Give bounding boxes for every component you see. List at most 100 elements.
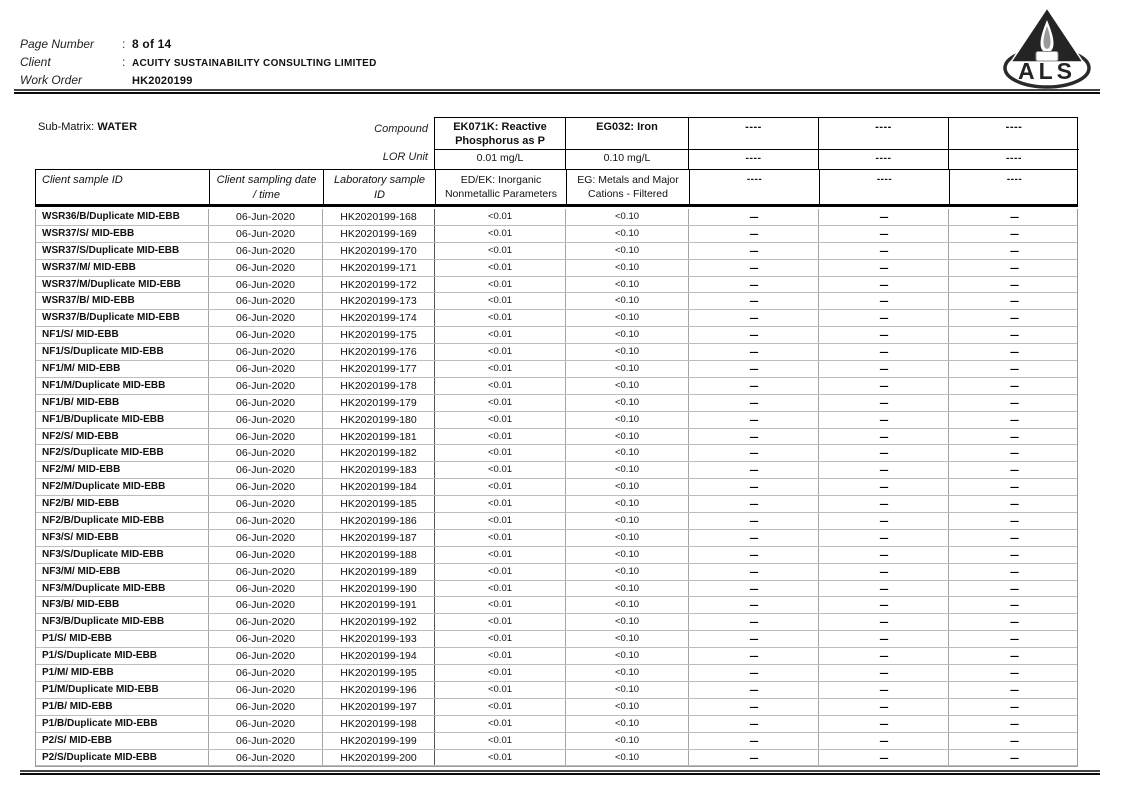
cell-sampling-date: 06-Jun-2020 bbox=[209, 293, 323, 310]
cell-empty-3: ---- bbox=[1010, 212, 1019, 222]
cell-empty-3: ---- bbox=[1010, 651, 1019, 662]
sub-matrix-value: WATER bbox=[97, 121, 138, 133]
cell-client-sample-id: NF2/M/ MID-EBB bbox=[36, 462, 209, 479]
cell-reactive-phosphorus: <0.01 bbox=[435, 479, 566, 496]
cell-client-sample-id: WSR36/B/Duplicate MID-EBB bbox=[36, 209, 209, 225]
cell-reactive-phosphorus: <0.01 bbox=[435, 225, 566, 242]
compound-col-1: EK071K: Reactive Phosphorus as P bbox=[435, 118, 565, 150]
table-row: P1/B/ MID-EBB 06-Jun-2020 HK2020199-197 … bbox=[36, 698, 1077, 716]
table-row: NF1/B/ MID-EBB 06-Jun-2020 HK2020199-179… bbox=[36, 394, 1077, 412]
cell-empty-1: ---- bbox=[689, 546, 819, 563]
sub-matrix: Sub-Matrix: WATER bbox=[38, 121, 137, 133]
cell-sampling-date: 06-Jun-2020 bbox=[209, 665, 323, 681]
cell-iron: <0.10 bbox=[566, 496, 689, 513]
cell-client-sample-id: NF2/B/Duplicate MID-EBB bbox=[36, 513, 209, 529]
cell-empty-2: ---- bbox=[819, 597, 949, 614]
cell-reactive-phosphorus: <0.01 bbox=[435, 361, 566, 377]
table-row: P1/B/Duplicate MID-EBB 06-Jun-2020 HK202… bbox=[36, 715, 1077, 733]
cell-iron: <0.10 bbox=[566, 276, 689, 293]
cell-empty-3: ---- bbox=[1010, 279, 1019, 290]
cell-client-sample-id: NF3/S/Duplicate MID-EBB bbox=[36, 546, 209, 563]
client-label: Client bbox=[20, 55, 51, 69]
cell-empty-3: ---- bbox=[1010, 296, 1019, 307]
cell-empty-1: ---- bbox=[689, 732, 819, 749]
cell-client-sample-id: NF3/M/Duplicate MID-EBB bbox=[36, 580, 209, 597]
table-row: NF3/M/Duplicate MID-EBB 06-Jun-2020 HK20… bbox=[36, 580, 1077, 598]
cell-empty-3: ---- bbox=[1010, 668, 1019, 679]
cell-reactive-phosphorus: <0.01 bbox=[435, 327, 566, 344]
cell-empty-2: ---- bbox=[819, 293, 949, 310]
analyte-header-box: EK071K: Reactive Phosphorus as P EG032: … bbox=[434, 117, 1079, 170]
cell-client-sample-id: WSR37/S/Duplicate MID-EBB bbox=[36, 242, 209, 259]
cell-iron: <0.10 bbox=[566, 259, 689, 276]
cell-reactive-phosphorus: <0.01 bbox=[435, 631, 566, 648]
cell-empty-2: ---- bbox=[819, 715, 949, 732]
cell-client-sample-id: NF1/B/Duplicate MID-EBB bbox=[36, 411, 209, 428]
cell-iron: <0.10 bbox=[566, 513, 689, 529]
table-row: NF3/B/Duplicate MID-EBB 06-Jun-2020 HK20… bbox=[36, 614, 1077, 632]
table-row: NF1/S/Duplicate MID-EBB 06-Jun-2020 HK20… bbox=[36, 344, 1077, 362]
cell-sampling-date: 06-Jun-2020 bbox=[209, 242, 323, 259]
cell-empty-1: ---- bbox=[689, 597, 819, 614]
cell-client-sample-id: NF2/S/Duplicate MID-EBB bbox=[36, 445, 209, 462]
cell-empty-1: ---- bbox=[689, 698, 819, 715]
cell-empty-2: ---- bbox=[819, 259, 949, 276]
lor-col-2: 0.10 mg/L bbox=[565, 150, 688, 169]
cell-iron: <0.10 bbox=[566, 563, 689, 580]
cell-client-sample-id: NF2/S/ MID-EBB bbox=[36, 428, 209, 445]
cell-client-sample-id: WSR37/M/ MID-EBB bbox=[36, 259, 209, 276]
cell-empty-2: ---- bbox=[819, 563, 949, 580]
cell-empty-1: ---- bbox=[689, 411, 819, 428]
cell-client-sample-id: P1/S/Duplicate MID-EBB bbox=[36, 648, 209, 665]
cell-sampling-date: 06-Jun-2020 bbox=[209, 715, 323, 732]
cell-client-sample-id: P2/S/ MID-EBB bbox=[36, 732, 209, 749]
cell-sampling-date: 06-Jun-2020 bbox=[209, 377, 323, 394]
cell-sampling-date: 06-Jun-2020 bbox=[209, 310, 323, 327]
cell-iron: <0.10 bbox=[566, 580, 689, 597]
cell-reactive-phosphorus: <0.01 bbox=[435, 411, 566, 428]
cell-reactive-phosphorus: <0.01 bbox=[435, 310, 566, 327]
cell-empty-3: ---- bbox=[1010, 532, 1019, 543]
cell-iron: <0.10 bbox=[566, 665, 689, 681]
cell-empty-1: ---- bbox=[689, 259, 819, 276]
cell-lab-sample-id: HK2020199-199 bbox=[323, 732, 435, 749]
cell-client-sample-id: WSR37/B/Duplicate MID-EBB bbox=[36, 310, 209, 327]
cell-iron: <0.10 bbox=[566, 411, 689, 428]
cell-lab-sample-id: HK2020199-186 bbox=[323, 513, 435, 529]
cell-empty-1: ---- bbox=[689, 344, 819, 361]
als-logo-text: ALS bbox=[1018, 58, 1076, 84]
cell-sampling-date: 06-Jun-2020 bbox=[209, 479, 323, 496]
cell-empty-3: ---- bbox=[1010, 600, 1019, 611]
cell-iron: <0.10 bbox=[566, 631, 689, 648]
cell-reactive-phosphorus: <0.01 bbox=[435, 546, 566, 563]
table-row: NF2/B/ MID-EBB 06-Jun-2020 HK2020199-185… bbox=[36, 496, 1077, 514]
cell-empty-2: ---- bbox=[819, 209, 949, 225]
compound-label: Compound bbox=[374, 123, 428, 135]
table-row: NF2/S/ MID-EBB 06-Jun-2020 HK2020199-181… bbox=[36, 428, 1077, 446]
cell-empty-1: ---- bbox=[689, 276, 819, 293]
cell-empty-2: ---- bbox=[819, 327, 949, 344]
cell-sampling-date: 06-Jun-2020 bbox=[209, 513, 323, 529]
page-number-label: Page Number bbox=[20, 37, 95, 51]
cell-empty-3: ---- bbox=[1010, 718, 1019, 729]
cell-empty-3: ---- bbox=[1010, 583, 1019, 594]
cell-sampling-date: 06-Jun-2020 bbox=[209, 259, 323, 276]
cell-empty-3: ---- bbox=[1010, 313, 1019, 324]
cell-empty-1: ---- bbox=[689, 665, 819, 681]
cell-empty-2: ---- bbox=[819, 276, 949, 293]
cell-reactive-phosphorus: <0.01 bbox=[435, 293, 566, 310]
cell-reactive-phosphorus: <0.01 bbox=[435, 394, 566, 411]
lor-col-4: ---- bbox=[818, 150, 948, 169]
cell-lab-sample-id: HK2020199-189 bbox=[323, 563, 435, 580]
footer-divider bbox=[20, 770, 1100, 775]
header-method-3: ---- bbox=[689, 170, 819, 204]
cell-reactive-phosphorus: <0.01 bbox=[435, 614, 566, 631]
cell-empty-1: ---- bbox=[689, 563, 819, 580]
cell-iron: <0.10 bbox=[566, 681, 689, 698]
cell-empty-1: ---- bbox=[689, 462, 819, 479]
table-row: WSR37/S/Duplicate MID-EBB 06-Jun-2020 HK… bbox=[36, 242, 1077, 260]
header-sampling-date: Client sampling date / time bbox=[209, 170, 323, 204]
cell-client-sample-id: NF1/S/ MID-EBB bbox=[36, 327, 209, 344]
compound-col-4: ---- bbox=[818, 118, 948, 150]
